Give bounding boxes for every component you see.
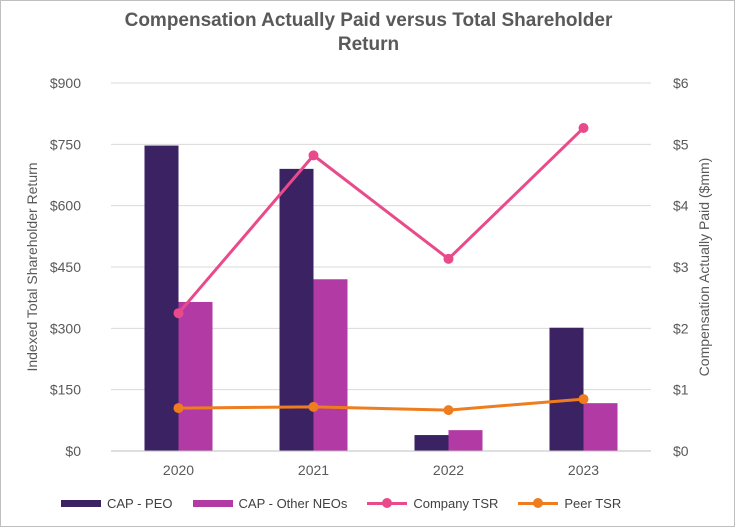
bar-cap-other-neos [178, 301, 213, 451]
bar-cap-peo [414, 435, 449, 451]
legend-item: Peer TSR [518, 496, 621, 511]
point-peer-tsr [443, 405, 454, 416]
category-label: 2023 [568, 462, 599, 478]
bar-cap-peo [144, 145, 179, 451]
legend-bar-swatch [61, 499, 101, 507]
right-axis-title: Compensation Actually Paid ($mm) [696, 158, 712, 377]
bar-cap-other-neos [583, 403, 618, 451]
legend-label: CAP - PEO [107, 495, 173, 511]
point-peer-tsr [173, 403, 184, 414]
right-tick-label: $3 [673, 259, 689, 275]
legend-marker [533, 498, 544, 508]
point-company-tsr [443, 253, 454, 264]
chart-title: Compensation Actually Paid versus Total … [124, 10, 613, 55]
legend-label: Peer TSR [564, 495, 622, 511]
right-tick-label: $1 [673, 382, 689, 398]
left-tick-label: $750 [50, 136, 81, 152]
chart-legend: CAP - PEO CAP - Other NEOs Company TSR Peer… [61, 491, 701, 515]
line-peer-tsr [178, 397, 584, 412]
legend-item: Company TSR [367, 496, 498, 511]
right-tick-label: $5 [673, 136, 689, 152]
line-company-tsr [177, 126, 585, 315]
left-tick-label: $900 [50, 75, 81, 91]
legend-label: Company TSR [413, 495, 499, 511]
right-tick-label: $4 [673, 198, 689, 214]
point-company-tsr [578, 122, 589, 133]
bar-cap-peo [279, 168, 314, 451]
point-company-tsr [308, 150, 319, 161]
point-peer-tsr [578, 394, 589, 405]
point-company-tsr [173, 308, 184, 319]
legend-line-swatch [518, 497, 559, 509]
left-tick-label: $450 [50, 259, 81, 275]
right-tick-label: $2 [673, 320, 689, 336]
left-axis-title: Indexed Total Shareholder Return [24, 162, 40, 371]
legend-item: CAP - PEO [61, 496, 173, 511]
left-tick-label: $300 [50, 320, 81, 336]
left-tick-label: $0 [65, 443, 81, 459]
left-tick-label: $600 [50, 198, 81, 214]
legend-marker [382, 498, 393, 508]
category-label: 2020 [163, 462, 194, 478]
legend-label: CAP - Other NEOs [238, 495, 348, 511]
category-label: 2022 [433, 462, 464, 478]
bar-cap-peo [549, 327, 584, 451]
legend-line-swatch [367, 497, 408, 509]
bar-cap-other-neos [448, 430, 483, 451]
right-tick-label: $0 [673, 443, 689, 459]
category-label: 2021 [298, 462, 329, 478]
point-peer-tsr [308, 401, 319, 412]
right-tick-label: $6 [673, 75, 689, 91]
legend-bar-swatch [192, 499, 233, 507]
bar-cap-other-neos [313, 279, 348, 451]
left-tick-label: $150 [50, 382, 81, 398]
chart-plot: $0 $150 $300 $450 $600 $750 $900 $0 $1 $2 $3 $4 $5 $6… [24, 75, 712, 478]
legend-item: CAP - Other NEOs [192, 495, 348, 511]
